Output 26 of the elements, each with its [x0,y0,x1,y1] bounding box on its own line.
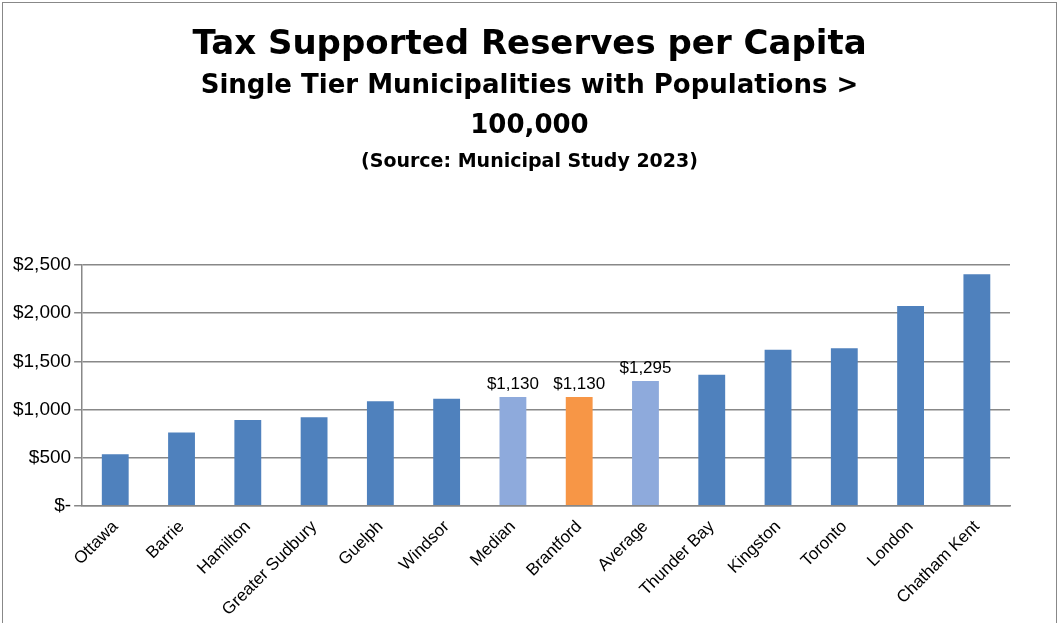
bar [433,398,461,505]
bar [168,432,195,505]
bar [366,401,394,505]
bar [300,417,328,505]
bar [632,381,659,505]
data-label: $1,130 [486,374,539,394]
y-tick-label: $1,000 [12,397,72,419]
bar [698,374,726,505]
data-label: $1,130 [553,374,606,394]
bar [830,348,858,505]
bar [897,305,925,505]
chart-title: Tax Supported Reserves per Capita [191,21,868,64]
data-label: $1,295 [619,358,672,378]
chart-subtitle: Single Tier Municipalities with Populations > 100,000 [199,68,860,141]
bar [764,349,792,505]
y-tick-label: $- [54,493,72,515]
bar [565,396,593,505]
y-tick-label: $1,500 [12,349,72,371]
bar [234,420,262,505]
text: (Source: Municipal Study 2023) [360,148,699,173]
y-tick-label: $2,000 [12,301,72,323]
y-tick-label: $500 [28,445,72,467]
bar [499,396,527,505]
bar [963,274,991,505]
bar [101,454,129,505]
y-tick-label: $2,500 [12,253,72,275]
